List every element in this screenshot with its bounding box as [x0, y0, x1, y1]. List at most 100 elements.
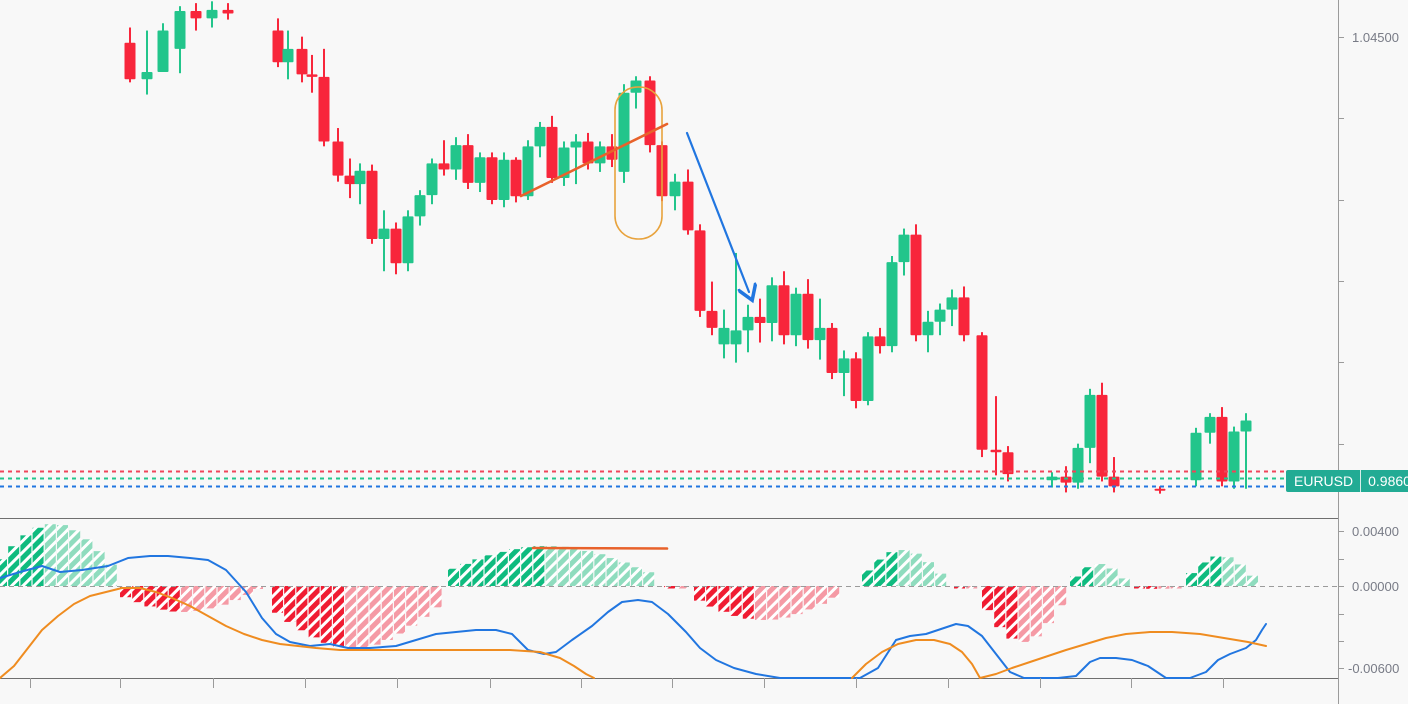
candle-body [706, 310, 718, 328]
candle-body [558, 147, 570, 179]
macd-histogram-bar [521, 547, 533, 586]
candle-body [862, 336, 874, 402]
macd-signal-line [979, 631, 1267, 679]
candle-body [976, 335, 988, 450]
macd-histogram-bar [1234, 564, 1246, 586]
macd-histogram-bar [448, 568, 459, 586]
candle-body [1096, 394, 1108, 477]
macd-histogram-bar [1186, 573, 1197, 586]
candle-wick [711, 281, 713, 336]
macd-histogram-bar [333, 586, 344, 647]
macd-histogram-bar [1134, 586, 1145, 589]
macd-histogram-bar [694, 586, 705, 601]
candle-body [1216, 416, 1228, 482]
macd-axis-tick-label-zero: 0.00000 [1352, 579, 1399, 594]
macd-histogram-bar [910, 553, 922, 586]
candle-body [486, 157, 498, 200]
candle-body [718, 327, 730, 345]
macd-histogram [0, 524, 1258, 648]
macd-axis-tick-label-high: 0.00400 [1352, 524, 1399, 539]
candle-body [366, 170, 378, 239]
candle-body [1060, 476, 1072, 483]
macd-histogram-bar [284, 586, 296, 622]
macd-histogram-bar [357, 586, 369, 648]
horizontal-price-lines[interactable] [0, 470, 1338, 488]
macd-histogram-bar [81, 539, 93, 586]
candle-body [682, 181, 694, 231]
macd-histogram-bar [205, 586, 217, 609]
macd-histogram-bar [570, 548, 581, 586]
candle-body [1154, 488, 1166, 491]
candle-body [644, 80, 656, 146]
candle-body [332, 141, 344, 176]
macd-histogram-bar [664, 586, 675, 589]
macd-histogram-bar [816, 586, 827, 604]
macd-signal-line [851, 639, 981, 679]
candle-body [498, 159, 510, 200]
candle-body [910, 234, 922, 336]
macd-histogram-bar [430, 586, 442, 608]
ascending-trendline[interactable] [519, 122, 669, 198]
macd-histogram-bar [0, 559, 7, 586]
candle-body [522, 146, 534, 197]
macd-histogram-bar [643, 572, 655, 586]
candle-body [282, 48, 294, 63]
macd-histogram-bar [742, 586, 754, 619]
candle-body [730, 330, 742, 345]
macd-histogram-bar [229, 586, 241, 601]
macd-histogram-bar [606, 558, 618, 586]
candle-body [174, 11, 186, 49]
candle-body [390, 228, 402, 264]
candle-wick [443, 140, 445, 176]
macd-histogram-bar [557, 546, 569, 586]
macd-histogram-bar [252, 586, 263, 589]
candle-body [838, 358, 850, 373]
macd-histogram-bar [144, 586, 156, 607]
candle-body [778, 285, 790, 336]
macd-histogram-bar [181, 586, 192, 612]
candle-body [1002, 452, 1014, 475]
macd-histogram-bar [406, 586, 418, 626]
x-axis-ticks [30, 678, 1224, 688]
macd-signal-line [0, 587, 595, 679]
macd-histogram-bar [242, 586, 253, 595]
macd-histogram-bar [594, 554, 606, 586]
macd-axis-tick-label-low: -0.00600 [1348, 661, 1399, 676]
macd-histogram-bar [966, 586, 978, 589]
macd-histogram-bar [982, 586, 993, 611]
candle-wick [1245, 413, 1247, 489]
macd-histogram-bar [320, 586, 332, 643]
candle-wick [1113, 457, 1115, 493]
candle-body [438, 163, 450, 170]
candle-body [570, 141, 582, 148]
macd-histogram-bar [898, 550, 910, 586]
macd-histogram-bar [1018, 586, 1030, 642]
annotation-group-price[interactable] [519, 86, 749, 292]
macd-histogram-bar [954, 586, 965, 589]
macd-histogram-bar [676, 586, 688, 589]
macd-histogram-bar [1070, 576, 1081, 586]
instrument-symbol-label: EURUSD [1294, 473, 1354, 489]
macd-histogram-bar [381, 586, 393, 640]
macd-histogram-bar [472, 559, 484, 586]
macd-divergence-line[interactable] [531, 546, 669, 550]
macd-histogram-bar [533, 546, 545, 586]
bearish-projection-arrow[interactable] [685, 131, 749, 292]
macd-histogram-bar [886, 552, 898, 586]
macd-histogram-bar [1106, 568, 1118, 586]
macd-histogram-bar [8, 546, 20, 586]
candle-body [378, 228, 390, 239]
candle-wick [383, 210, 385, 272]
pattern-highlight-box[interactable] [614, 86, 663, 240]
last-price-badge[interactable]: EURUSD 0.98605 [1286, 470, 1408, 492]
candle-body [414, 195, 426, 217]
candle-body [669, 181, 681, 197]
macd-histogram-bar [272, 586, 283, 613]
macd-histogram-bar [1247, 575, 1258, 586]
candle-body [1108, 476, 1120, 487]
macd-histogram-bar [779, 586, 791, 618]
candle-wick [843, 350, 845, 397]
macd-histogram-bar [217, 586, 229, 605]
candle-body [618, 92, 630, 172]
